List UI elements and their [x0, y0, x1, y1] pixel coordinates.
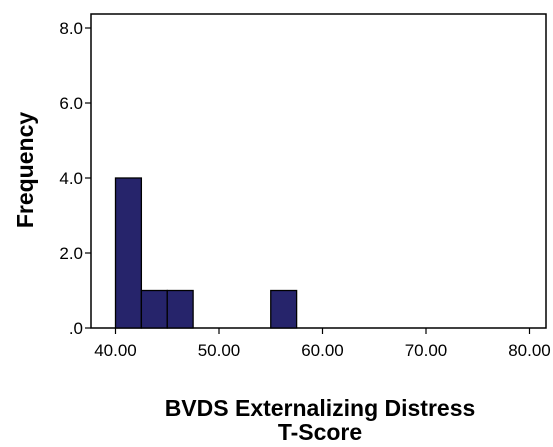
- y-axis-title: Frequency: [12, 112, 38, 229]
- x-tick-label-1: 50.00: [198, 341, 241, 360]
- x-tick-label-4: 80.00: [508, 341, 551, 360]
- x-tick-label-0: 40.00: [94, 341, 137, 360]
- x-tick-label-3: 70.00: [405, 341, 448, 360]
- histogram-bar-2: [140, 289, 168, 329]
- x-axis-title-line-2: T-Score: [278, 419, 362, 445]
- histogram-bar-4: [270, 289, 298, 329]
- x-axis-title-line-1: BVDS Externalizing Distress: [165, 395, 476, 421]
- y-tick-label-2: 4.0: [59, 169, 83, 188]
- bars-group: [114, 177, 298, 329]
- histogram-bar-1: [114, 177, 143, 329]
- x-tick-label-2: 60.00: [301, 341, 344, 360]
- y-tick-label-4: 8.0: [59, 19, 83, 38]
- y-tick-label-0: .0: [69, 319, 83, 338]
- plot-frame: [90, 13, 547, 329]
- x-axis-ticks: 40.00 50.00 60.00 70.00 80.00: [94, 328, 551, 360]
- y-axis-ticks: .0 2.0 4.0 6.0 8.0: [59, 19, 91, 338]
- histogram-bar-3: [166, 289, 194, 329]
- y-tick-label-3: 6.0: [59, 94, 83, 113]
- y-tick-label-1: 2.0: [59, 244, 83, 263]
